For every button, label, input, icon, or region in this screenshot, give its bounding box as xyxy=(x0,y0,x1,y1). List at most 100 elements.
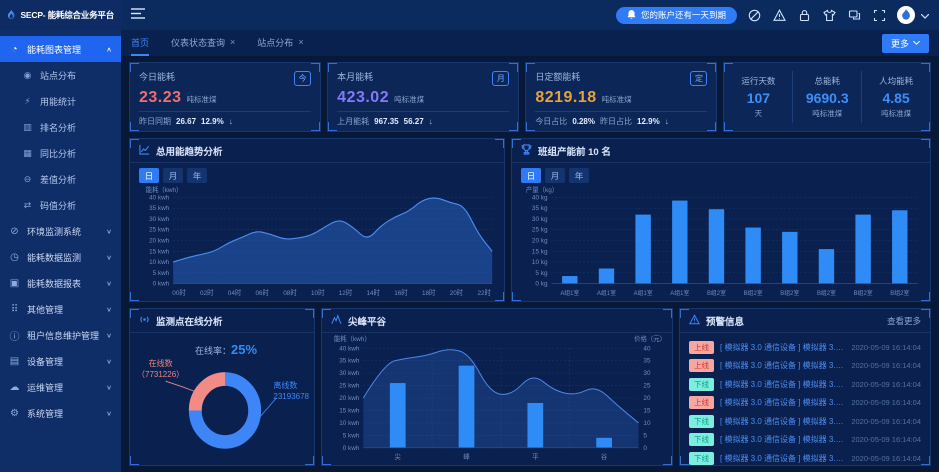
sidebar-group-系统管理[interactable]: ⚙ 系统管理 ∨ xyxy=(0,400,121,426)
sidebar-item-排名分析[interactable]: ▥ 排名分析 xyxy=(0,114,121,140)
warning-row[interactable]: 下线 [ 模拟器 3.0 通信设备 ] 模拟器 3.0... 2020-05-09 … xyxy=(689,412,921,431)
screens-icon[interactable] xyxy=(846,7,863,24)
more-tabs-button[interactable]: 更多 xyxy=(881,33,929,53)
warning-time: 2020-05-09 16:14:04 xyxy=(851,453,921,463)
warning-list: 上线 [ 模拟器 3.0 通信设备 ] 模拟器 3.0... 2020-05-09 … xyxy=(680,333,930,465)
sidebar-item-label: 差值分析 xyxy=(40,174,77,185)
production-panel: 班组产能前 10 名 日月年 产量（kg） 0 kg 5 kg 10 kg 15 kg 2… xyxy=(511,138,931,302)
sidebar-group-环境监测系统[interactable]: ⊘ 环境监测系统 ∨ xyxy=(0,218,121,244)
sidebar-item-码值分析[interactable]: ⇄ 码值分析 xyxy=(0,192,121,218)
warning-row[interactable]: 下线 [ 模拟器 3.0 通信设备 ] 模拟器 3.0... 2020-05-09 … xyxy=(689,431,921,450)
stat-总能耗: 总能耗 9690.3 吨标准煤 xyxy=(792,71,861,123)
warning-row[interactable]: 下线 [ 模拟器 3.0 通信设备 ] 模拟器 3.0... 2020-05-09 … xyxy=(689,449,921,465)
lock-icon[interactable] xyxy=(796,7,813,24)
svg-text:A组1室: A组1室 xyxy=(634,289,653,297)
tab-首页[interactable]: 首页 xyxy=(131,30,150,56)
warning-row[interactable]: 上线 [ 模拟器 3.0 通信设备 ] 模拟器 3.0... 2020-05-09 … xyxy=(689,357,921,376)
close-tab-icon[interactable]: × xyxy=(298,37,304,47)
svg-text:B组2室: B组2室 xyxy=(890,289,909,297)
svg-text:14时: 14时 xyxy=(367,288,381,297)
kpi-card-今日能耗: 今日能耗 今 23.23 吨标准煤 昨日同期 26.67 12.9% ↓ xyxy=(129,62,322,132)
warning-time: 2020-05-09 16:14:04 xyxy=(851,435,921,445)
sidebar-group-label: 设备管理 xyxy=(27,356,64,367)
svg-text:峰: 峰 xyxy=(463,452,470,461)
svg-text:35 kwh: 35 kwh xyxy=(149,205,169,212)
fullscreen-icon[interactable] xyxy=(871,7,888,24)
calendar-month-icon: 月 xyxy=(492,71,510,86)
footer-value: 0.28% xyxy=(572,117,595,126)
grid-icon: ⠿ xyxy=(10,303,19,315)
footer-value: 26.67 xyxy=(176,117,197,126)
sidebar-group-能耗数据报表[interactable]: ▣ 能耗数据报表 ∨ xyxy=(0,270,121,296)
kpi-card-日定额能耗: 日定额能耗 定 8219.18 吨标准煤 今日占比 0.28% 昨日占比 12.9% ↓ xyxy=(525,62,718,132)
period-button-日[interactable]: 日 xyxy=(521,168,541,183)
svg-text:16时: 16时 xyxy=(394,288,408,297)
account-expiry-notice[interactable]: 您的账户还有一天到期 xyxy=(615,6,737,24)
sidebar-group-能耗图表管理[interactable]: ◔ 能耗图表管理 ∧ xyxy=(0,36,121,62)
svg-text:平: 平 xyxy=(532,453,539,461)
svg-text:22时: 22时 xyxy=(477,288,491,297)
stat-value: 4.85 xyxy=(882,90,910,106)
calendar-today-icon: 今 xyxy=(294,71,312,86)
stat-value: 107 xyxy=(746,90,771,106)
warning-row[interactable]: 下线 [ 模拟器 3.0 通信设备 ] 模拟器 3.0... 2020-05-09 … xyxy=(689,375,921,394)
sidebar-item-label: 同比分析 xyxy=(40,148,77,159)
cloud-icon: ☁ xyxy=(9,381,20,393)
sidebar-item-label: 码值分析 xyxy=(40,200,77,211)
footer-label: 昨日同期 xyxy=(139,117,171,126)
sidebar-group-运维管理[interactable]: ☁ 运维管理 ∨ xyxy=(0,374,121,400)
footer-value: 12.9% xyxy=(201,117,224,126)
sidebar-item-用能统计[interactable]: ⚡ 用能统计 xyxy=(0,88,121,114)
sidebar-item-差值分析[interactable]: ⊖ 差值分析 xyxy=(0,166,121,192)
footer-value: 56.27 xyxy=(403,117,424,126)
tab-label: 站点分布 xyxy=(257,37,294,48)
sidebar-group-其他管理[interactable]: ⠿ 其他管理 ∨ xyxy=(0,296,121,322)
svg-text:0 kg: 0 kg xyxy=(535,281,547,288)
sidebar-group-租户信息维护管理[interactable]: ⓘ 租户信息维护管理 ∨ xyxy=(0,322,121,348)
period-button-日[interactable]: 日 xyxy=(139,168,159,183)
sidebar-group-label: 租户信息维护管理 xyxy=(27,330,100,341)
svg-text:A组1室: A组1室 xyxy=(670,289,689,297)
warning-row[interactable]: 上线 [ 模拟器 3.0 通信设备 ] 模拟器 3.0... 2020-05-09 … xyxy=(689,394,921,413)
chevron-down-icon: ∨ xyxy=(106,227,112,235)
warnings-title: 预警信息 xyxy=(706,316,745,328)
warning-row[interactable]: 上线 [ 模拟器 3.0 通信设备 ] 模拟器 3.0... 2020-05-09 … xyxy=(689,338,921,357)
chevron-down-icon: ∨ xyxy=(106,253,112,261)
avatar[interactable] xyxy=(897,6,915,24)
warning-icon[interactable] xyxy=(771,7,788,24)
svg-text:25 kwh: 25 kwh xyxy=(339,383,360,390)
sidebar-group-设备管理[interactable]: ▤ 设备管理 ∨ xyxy=(0,348,121,374)
svg-text:20: 20 xyxy=(643,395,650,402)
shield-slash-icon[interactable] xyxy=(746,7,763,24)
theme-icon[interactable] xyxy=(821,7,838,24)
user-menu-chevron-icon[interactable] xyxy=(920,6,930,24)
chevron-up-icon: ∧ xyxy=(106,45,112,53)
period-button-年[interactable]: 年 xyxy=(569,168,589,183)
card-value: 23.23 xyxy=(139,89,182,106)
status-badge: 下线 xyxy=(689,414,714,428)
stat-unit: 吨标准煤 xyxy=(881,109,912,118)
close-tab-icon[interactable]: × xyxy=(230,37,236,47)
view-more-link[interactable]: 查看更多 xyxy=(886,315,921,326)
card-value: 423.02 xyxy=(337,89,390,106)
menu-toggle-icon[interactable] xyxy=(131,6,145,24)
period-button-月[interactable]: 月 xyxy=(163,168,183,183)
period-button-年[interactable]: 年 xyxy=(187,168,207,183)
svg-text:B组2室: B组2室 xyxy=(817,289,836,297)
sidebar-item-站点分布[interactable]: ◉ 站点分布 xyxy=(0,62,121,88)
tab-仪表状态查询[interactable]: 仪表状态查询 × xyxy=(171,30,235,56)
dashboard-content: 今日能耗今 23.23 吨标准煤 昨日同期 26.67 12.9% ↓ 本月能耗月 423.02… xyxy=(121,56,939,472)
sidebar-item-label: 站点分布 xyxy=(40,70,77,81)
card-unit: 吨标准煤 xyxy=(186,95,217,104)
sidebar-group-label: 能耗数据报表 xyxy=(27,278,82,289)
tab-站点分布[interactable]: 站点分布 × xyxy=(257,30,303,56)
sidebar-group-label: 能耗图表管理 xyxy=(27,44,82,55)
chevron-down-icon: ∨ xyxy=(106,409,112,417)
svg-text:5 kg: 5 kg xyxy=(535,270,547,277)
sidebar-group-能耗数据监测[interactable]: ◷ 能耗数据监测 ∨ xyxy=(0,244,121,270)
period-button-月[interactable]: 月 xyxy=(545,168,565,183)
svg-text:谷: 谷 xyxy=(601,452,608,461)
sidebar-item-同比分析[interactable]: ▦ 同比分析 xyxy=(0,140,121,166)
chevron-down-icon: ∨ xyxy=(106,331,112,339)
svg-text:15 kwh: 15 kwh xyxy=(339,407,360,414)
